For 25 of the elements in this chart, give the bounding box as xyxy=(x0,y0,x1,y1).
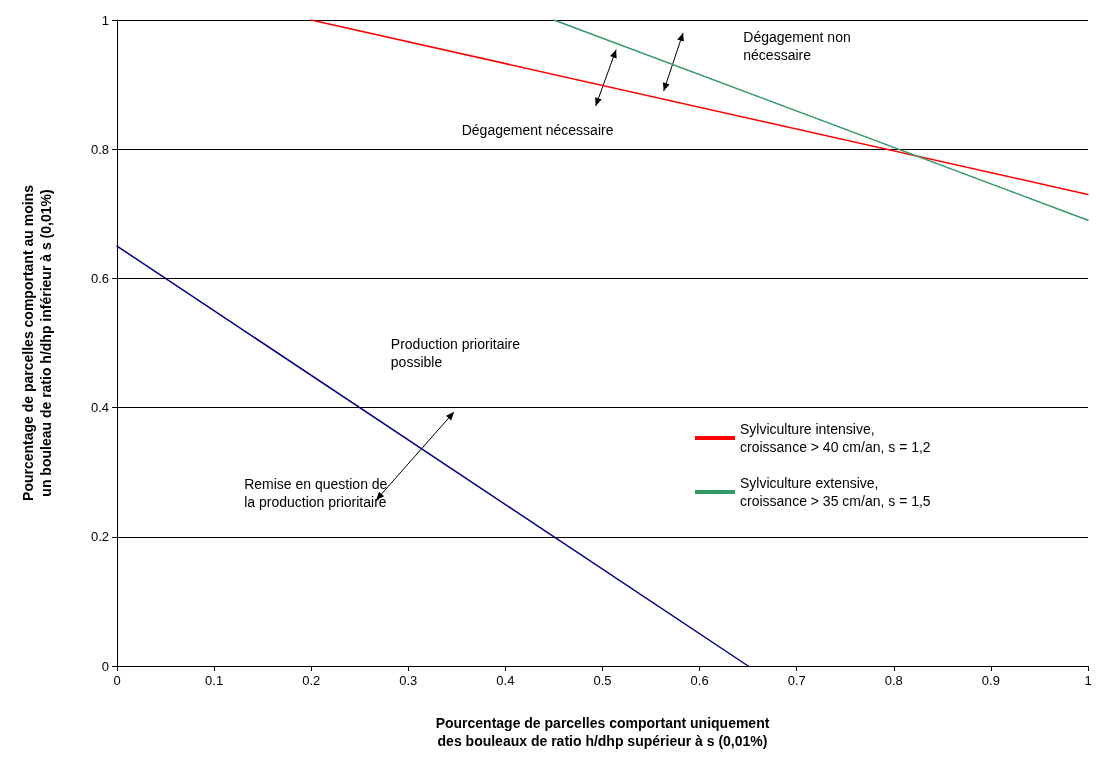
x-tick-label: 0.8 xyxy=(884,673,903,688)
y-tick-label: 0.2 xyxy=(90,529,109,545)
y-axis-title: Pourcentage de parcelles comportant au moins un bouleau de ratio h/dhp inférieur à s (0,01%) xyxy=(20,184,54,501)
x-axis-title: Pourcentage de parcelles comportant uniquement des bouleaux de ratio h/dhp supérieur à s (0,01%) xyxy=(435,715,770,749)
x-tick-label: 0.9 xyxy=(981,673,1000,688)
x-tick-label: 0.7 xyxy=(787,673,806,688)
annotation: Dégagement non nécessaire xyxy=(743,28,851,63)
y-tick-label: 0.6 xyxy=(90,270,109,286)
x-tick-label: 0 xyxy=(113,673,121,688)
y-tick-label: 0.8 xyxy=(90,141,109,157)
x-tick-label: 0.2 xyxy=(302,673,321,688)
y-tick-label: 1 xyxy=(101,12,109,28)
x-tick-label: 0.6 xyxy=(690,673,709,688)
x-tick-label: 0.1 xyxy=(205,673,224,688)
y-tick-label: 0 xyxy=(101,658,109,674)
annotation: Dégagement nécessaire xyxy=(461,121,614,138)
legend-label: Sylviculture intensive, croissance > 40 cm/an, s = 1,2 xyxy=(740,421,931,455)
y-tick-label: 0.4 xyxy=(90,400,109,416)
x-tick-label: 0.4 xyxy=(496,673,515,688)
x-tick-label: 0.5 xyxy=(593,673,612,688)
annotation: Remise en question de la production prioritaire xyxy=(244,475,388,510)
annotation: Production prioritaire possible xyxy=(390,335,521,370)
x-tick-label: 1 xyxy=(1084,673,1092,688)
x-tick-label: 0.3 xyxy=(399,673,418,688)
legend-label: Sylviculture extensive, croissance > 35 cm/an, s = 1,5 xyxy=(740,475,931,509)
